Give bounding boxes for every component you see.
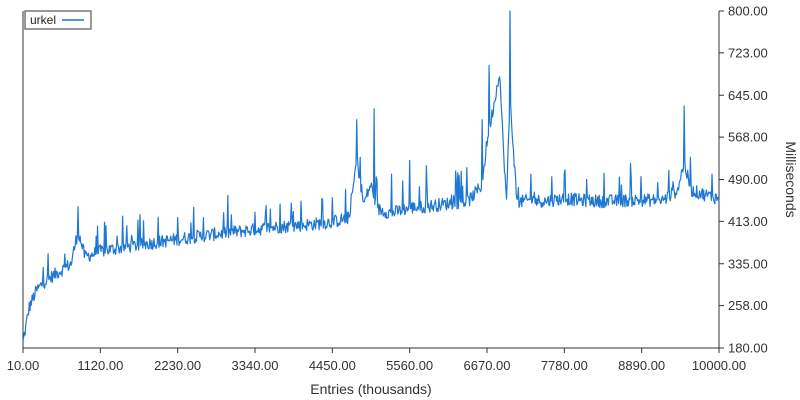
legend-label: urkel: [30, 13, 56, 27]
legend-box: [24, 10, 92, 30]
x-tick-label: 6670.00: [464, 358, 511, 373]
x-axis-title: Entries (thousands): [310, 381, 431, 397]
y-tick-label: 800.00: [728, 4, 768, 19]
x-tick-label: 10.00: [7, 358, 40, 373]
y-tick-label: 645.00: [728, 88, 768, 103]
y-tick-label: 335.00: [728, 256, 768, 271]
x-tick-label: 4450.00: [309, 358, 356, 373]
x-tick-label: 2230.00: [154, 358, 201, 373]
y-tick-label: 258.00: [728, 298, 768, 313]
plot-frame: [22, 11, 720, 349]
x-tick-label: 5560.00: [386, 358, 433, 373]
legend: urkel: [24, 10, 92, 30]
y-axis-title: Milliseconds: [783, 141, 799, 217]
x-tick-label: 8890.00: [618, 358, 665, 373]
series-line-urkel: [22, 10, 720, 341]
y-axis: 180.00 258.00 335.00 413.00 490.00 568.00 645.…: [719, 4, 768, 356]
y-tick-label: 490.00: [728, 172, 768, 187]
x-tick-label: 7780.00: [541, 358, 588, 373]
series-layer: [22, 10, 720, 341]
x-tick-label: 3340.00: [232, 358, 279, 373]
x-tick-label: 10000.00: [692, 358, 746, 373]
y-tick-label: 568.00: [728, 130, 768, 145]
x-tick-label: 1120.00: [77, 358, 123, 373]
y-tick-label: 180.00: [728, 341, 768, 356]
y-tick-label: 723.00: [728, 45, 768, 60]
y-tick-label: 413.00: [728, 214, 768, 229]
x-axis: 10.00 1120.00 2230.00 3340.00 4450.00 5560.00…: [7, 348, 746, 373]
